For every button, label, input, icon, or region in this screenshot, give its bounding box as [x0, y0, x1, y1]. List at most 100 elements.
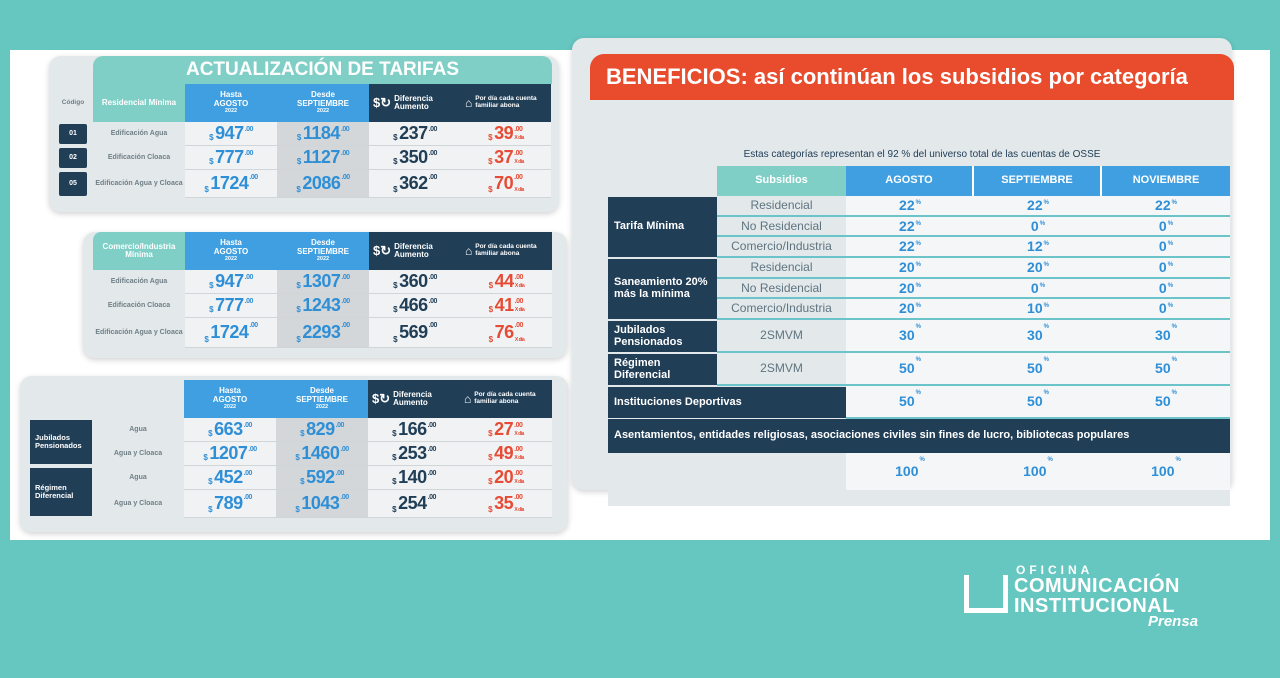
tarifas-table-3: Hasta AGOSTO 2022 Desde SEPTIEMBRE 2022 $↻ Di…: [30, 380, 552, 518]
subsidio-label: 2SMVM: [717, 320, 846, 353]
dollar-arrow-icon: $↻: [372, 391, 391, 407]
por-dia-value: $39.00 X día: [461, 122, 551, 146]
tarifas-table-1: Código Residencial Mínima Hasta AGOSTO 202…: [53, 84, 551, 198]
agosto-value: $777.00: [185, 294, 277, 318]
row-label: Edificación Agua: [110, 278, 168, 286]
por-dia-value: $20.00 X día: [460, 466, 552, 490]
agosto-value: $789.00: [184, 490, 276, 518]
category-label: Jubilados Pensionados: [608, 321, 717, 352]
septiembre-pct: 50%: [974, 353, 1102, 386]
group-label: Régimen Diferencial: [30, 468, 92, 516]
row-label: Edificación Cloaca: [107, 302, 171, 310]
row-label: Agua y Cloaca: [113, 500, 163, 508]
septiembre-value: $1243.00: [277, 294, 369, 318]
agosto-header-3: Hasta AGOSTO 2022: [184, 380, 276, 418]
septiembre-value: $1307.00: [277, 270, 369, 294]
agosto-value: $947.00: [185, 270, 277, 294]
por-dia-value: $37.00 X día: [461, 146, 551, 170]
septiembre-pct: 100%: [974, 453, 1102, 490]
septiembre-pct: 0%: [974, 217, 1102, 237]
diferencia-value: $362.00: [369, 170, 461, 198]
por-dia-value: $27.00 X día: [460, 418, 552, 442]
septiembre-pct: 10%: [974, 299, 1102, 320]
subsidio-label: No Residencial: [717, 279, 846, 299]
house-dollar-icon: ⌂: [465, 243, 473, 258]
septiembre-header: Desde SEPTIEMBRE 2022: [277, 84, 369, 122]
noviembre-header: NOVIEMBRE: [1102, 166, 1230, 196]
category-label: Instituciones Deportivas: [608, 387, 846, 418]
por-dia-value: $44.00 X día: [461, 270, 552, 294]
subsidio-label: Residencial: [717, 196, 846, 217]
tarifas-table-2: Comercio/Industria Mínima Hasta AGOSTO 202…: [93, 232, 552, 348]
noviembre-pct: 22%: [1102, 196, 1230, 217]
septiembre-header-3: Desde SEPTIEMBRE 2022: [276, 380, 368, 418]
agosto-pct: 30%: [846, 320, 974, 353]
category-label: Asentamientos, entidades religiosas, aso…: [608, 419, 1230, 453]
noviembre-pct: 0%: [1102, 237, 1230, 258]
agosto-value: $663.00: [184, 418, 276, 442]
noviembre-pct: 50%: [1102, 353, 1230, 386]
noviembre-pct: 0%: [1102, 258, 1230, 279]
codigo-header: Código: [61, 98, 85, 106]
por-dia-value: $70.00 X día: [461, 170, 551, 198]
por-dia-header-2: ⌂ Por día cada cuenta familiar abona: [461, 232, 552, 270]
agosto-header-2: Hasta AGOSTO 2022: [185, 232, 277, 270]
agosto-pct: 20%: [846, 299, 974, 320]
agosto-pct: 100%: [846, 453, 974, 490]
agosto-value: $1724.00: [185, 170, 277, 198]
row-label: Edificación Cloaca: [107, 154, 171, 162]
diferencia-value: $237.00: [369, 122, 461, 146]
agosto-value: $1724.00: [185, 318, 277, 348]
agosto-pct: 22%: [846, 217, 974, 237]
beneficios-title: BENEFICIOS: así continúan los subsidios …: [590, 54, 1234, 100]
septiembre-pct: 50%: [974, 386, 1102, 419]
septiembre-value: $592.00: [276, 466, 368, 490]
agosto-pct: 22%: [846, 237, 974, 258]
septiembre-value: $1127.00: [277, 146, 369, 170]
septiembre-value: $1184.00: [277, 122, 369, 146]
subsidio-label: 2SMVM: [717, 353, 846, 386]
por-dia-value: $35.00 X día: [460, 490, 552, 518]
house-dollar-icon: ⌂: [464, 391, 472, 406]
diferencia-value: $166.00: [368, 418, 460, 442]
agosto-header: Hasta AGOSTO 2022: [185, 84, 277, 122]
diferencia-value: $253.00: [368, 442, 460, 466]
septiembre-header-2: Desde SEPTIEMBRE 2022: [277, 232, 369, 270]
diferencia-header-2: $↻ Diferencia Aumento: [369, 232, 461, 270]
diferencia-value: $360.00: [369, 270, 461, 294]
agosto-pct: 20%: [846, 258, 974, 279]
logo-line-4: Prensa: [1148, 613, 1199, 630]
tarifas-title: ACTUALIZACIÓN DE TARIFAS: [185, 59, 460, 80]
logo-line-3: INSTITUCIONAL: [1014, 595, 1175, 617]
agosto-value: $777.00: [185, 146, 277, 170]
code-badge: 02: [59, 148, 87, 168]
septiembre-value: $1043.00: [276, 490, 368, 518]
category-label: Tarifa Mínima: [608, 197, 717, 257]
subsidio-label: Residencial: [717, 258, 846, 279]
logo-line-1: OFICINA: [1016, 563, 1094, 577]
noviembre-pct: 100%: [1102, 453, 1230, 490]
category-label: Saneamiento 20% más la mínima: [608, 259, 717, 319]
subsidio-label: No Residencial: [717, 217, 846, 237]
agosto-pct: 50%: [846, 353, 974, 386]
row-label: Edificación Agua y Cloaca: [95, 329, 183, 337]
code-badge: 01: [59, 124, 87, 144]
row-label: Edificación Agua y Cloaca: [95, 180, 183, 188]
dollar-arrow-icon: $↻: [373, 95, 392, 111]
row-label: Agua: [129, 474, 147, 482]
septiembre-pct: 12%: [974, 237, 1102, 258]
row-label: Edificación Agua: [110, 130, 168, 138]
beneficios-subtitle: Estas categorías representan el 92 % del…: [743, 149, 1101, 160]
agosto-pct: 22%: [846, 196, 974, 217]
noviembre-pct: 30%: [1102, 320, 1230, 353]
diferencia-value: $569.00: [369, 318, 461, 348]
agosto-value: $947.00: [185, 122, 277, 146]
category-header: Residencial Mínima: [93, 84, 185, 122]
tarifas-title-bar: ACTUALIZACIÓN DE TARIFAS: [93, 56, 552, 84]
row-label: Agua y Cloaca: [113, 450, 163, 458]
agosto-pct: 50%: [846, 386, 974, 419]
row-label: Agua: [129, 426, 147, 434]
noviembre-pct: 50%: [1102, 386, 1230, 419]
septiembre-pct: 30%: [974, 320, 1102, 353]
septiembre-pct: 22%: [974, 196, 1102, 217]
